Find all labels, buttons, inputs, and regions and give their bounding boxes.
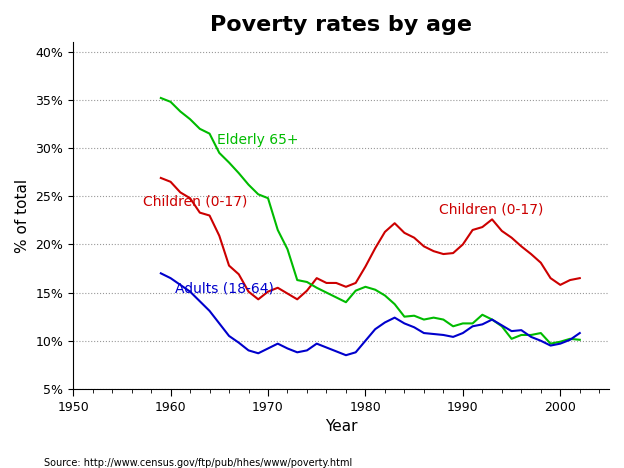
Y-axis label: % of total: % of total — [15, 178, 30, 253]
Title: Poverty rates by age: Poverty rates by age — [210, 15, 472, 35]
Text: Adults (18-64): Adults (18-64) — [175, 282, 275, 296]
Text: Source: http://www.census.gov/ftp/pub/hhes/www/poverty.html: Source: http://www.census.gov/ftp/pub/hh… — [44, 458, 352, 468]
Text: Elderly 65+: Elderly 65+ — [217, 133, 299, 147]
Text: Children (0-17): Children (0-17) — [439, 203, 543, 217]
Text: Children (0-17): Children (0-17) — [144, 194, 248, 208]
X-axis label: Year: Year — [325, 419, 358, 434]
